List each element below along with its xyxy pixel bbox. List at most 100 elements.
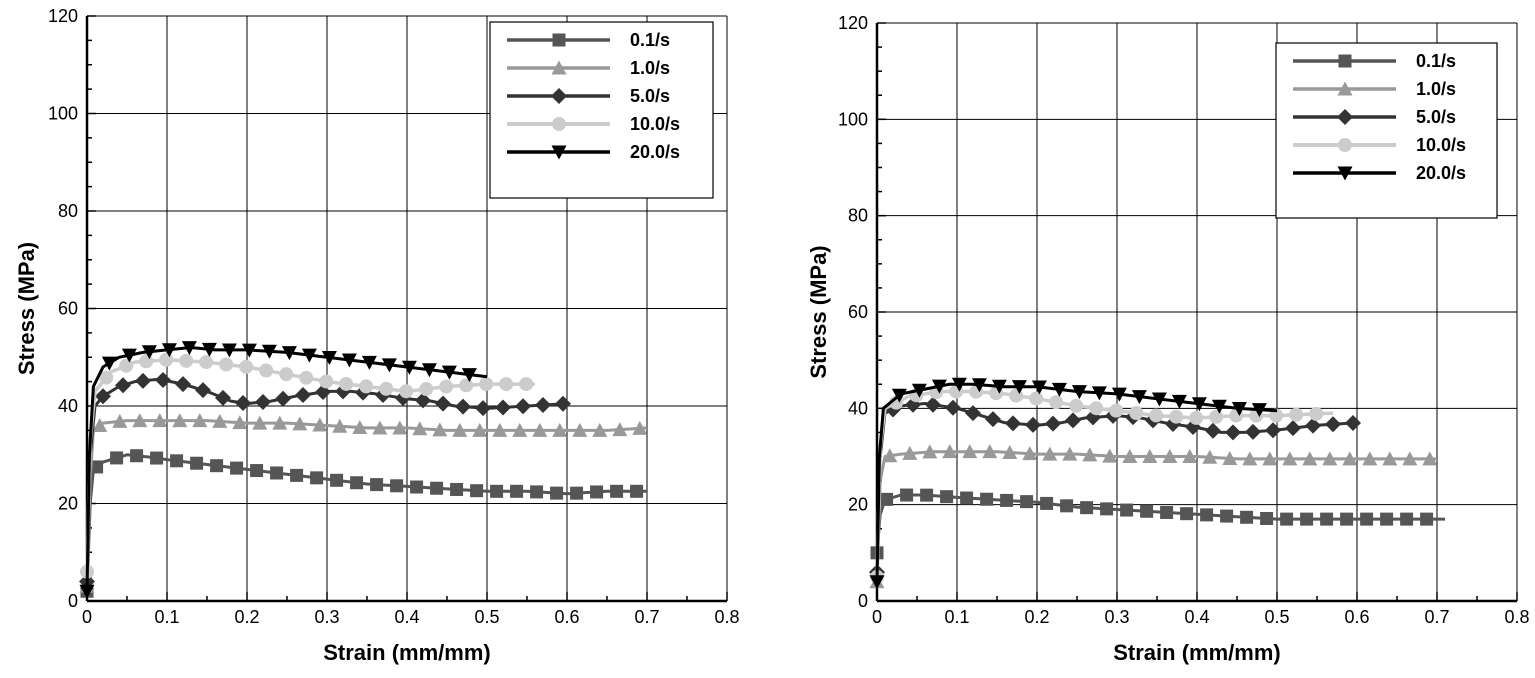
data-point bbox=[470, 484, 484, 498]
data-point bbox=[1345, 415, 1361, 432]
data-point bbox=[632, 420, 648, 435]
legend-item: 1.0/s bbox=[1293, 79, 1456, 99]
x-tick-label: 0.7 bbox=[634, 607, 659, 627]
legend-label: 5.0/s bbox=[1416, 107, 1456, 127]
data-point bbox=[132, 413, 148, 428]
data-point bbox=[1422, 451, 1438, 466]
data-point bbox=[241, 343, 257, 358]
data-point bbox=[590, 485, 604, 499]
data-point bbox=[475, 400, 491, 417]
data-point bbox=[272, 415, 288, 430]
data-point bbox=[1191, 397, 1207, 412]
data-point bbox=[181, 341, 197, 356]
data-point bbox=[130, 449, 144, 463]
data-point bbox=[911, 383, 927, 398]
data-point bbox=[1202, 449, 1218, 464]
data-point bbox=[1062, 446, 1078, 461]
x-tick-label: 0.1 bbox=[944, 607, 969, 627]
data-point bbox=[1262, 451, 1278, 466]
data-point bbox=[432, 422, 448, 437]
data-point bbox=[212, 413, 228, 428]
data-point bbox=[1005, 415, 1021, 432]
data-point bbox=[410, 480, 424, 494]
data-point bbox=[1091, 386, 1107, 401]
data-point bbox=[255, 393, 271, 410]
data-point bbox=[479, 377, 494, 392]
data-point bbox=[869, 575, 885, 590]
data-point bbox=[951, 377, 967, 392]
data-point bbox=[172, 413, 188, 428]
data-point bbox=[550, 486, 564, 500]
x-tick-label: 0.4 bbox=[1184, 607, 1209, 627]
legend-marker bbox=[1337, 109, 1353, 125]
x-tick-label: 0 bbox=[872, 607, 882, 627]
data-point bbox=[1011, 380, 1027, 395]
data-point bbox=[1260, 511, 1274, 525]
data-point bbox=[332, 418, 348, 433]
data-point bbox=[940, 490, 954, 504]
x-axis-title: Strain (mm/mm) bbox=[323, 640, 490, 665]
data-point bbox=[155, 372, 171, 388]
data-point bbox=[490, 484, 504, 498]
legend-marker bbox=[1338, 138, 1352, 152]
grid bbox=[86, 15, 728, 602]
data-point bbox=[159, 352, 174, 367]
data-point bbox=[1025, 416, 1041, 433]
data-point bbox=[250, 464, 264, 478]
data-point bbox=[379, 381, 394, 396]
data-point bbox=[281, 346, 297, 361]
data-point bbox=[922, 444, 938, 459]
data-point bbox=[350, 476, 364, 490]
data-point bbox=[612, 422, 628, 437]
x-tick-label: 0.5 bbox=[1264, 607, 1289, 627]
data-point bbox=[1269, 408, 1284, 423]
series-line bbox=[875, 389, 1334, 577]
data-point bbox=[121, 348, 137, 363]
data-point bbox=[1122, 449, 1138, 463]
data-point bbox=[1240, 510, 1254, 524]
x-tick-label: 0.7 bbox=[1424, 607, 1449, 627]
data-point bbox=[1045, 415, 1061, 432]
legend-marker bbox=[551, 145, 567, 160]
data-point bbox=[301, 348, 317, 363]
data-point bbox=[1129, 406, 1144, 421]
y-tick-label: 120 bbox=[48, 6, 78, 26]
data-point bbox=[1325, 416, 1341, 433]
y-tick-label: 60 bbox=[58, 299, 78, 319]
legend-item: 20.0/s bbox=[1293, 163, 1466, 183]
data-point bbox=[139, 354, 154, 369]
data-point bbox=[1022, 446, 1038, 461]
data-point bbox=[1060, 499, 1074, 513]
data-point bbox=[630, 484, 644, 498]
legend-marker bbox=[1337, 81, 1353, 96]
y-tick-label: 100 bbox=[48, 104, 78, 124]
data-point bbox=[1400, 512, 1414, 526]
data-point bbox=[1089, 401, 1104, 416]
data-point bbox=[1211, 399, 1227, 414]
data-point bbox=[1340, 512, 1354, 526]
data-point bbox=[1302, 451, 1318, 466]
data-point bbox=[555, 395, 571, 412]
data-point bbox=[1245, 423, 1261, 440]
data-point bbox=[439, 379, 454, 394]
axis-ticks bbox=[876, 22, 1518, 602]
series-10.0/s bbox=[870, 384, 1334, 584]
data-point bbox=[292, 416, 308, 431]
data-point bbox=[210, 459, 224, 473]
data-point bbox=[512, 422, 528, 437]
data-point bbox=[119, 358, 134, 373]
data-point bbox=[1042, 446, 1058, 461]
y-tick-label: 40 bbox=[58, 396, 78, 416]
legend-marker bbox=[551, 88, 567, 104]
data-point bbox=[1360, 512, 1374, 526]
data-point bbox=[352, 419, 368, 434]
data-point bbox=[519, 377, 534, 392]
data-point bbox=[942, 444, 958, 459]
legend-marker bbox=[552, 117, 566, 131]
data-point bbox=[259, 363, 274, 378]
chart-panel-2: 0 0.1 0.2 0.3 0.4 0.5 0.6 0.7 0.8 0 20 40 60 80 100 120… bbox=[806, 13, 1530, 665]
data-point bbox=[1120, 503, 1134, 517]
data-point bbox=[412, 421, 428, 436]
data-point bbox=[1309, 406, 1324, 421]
